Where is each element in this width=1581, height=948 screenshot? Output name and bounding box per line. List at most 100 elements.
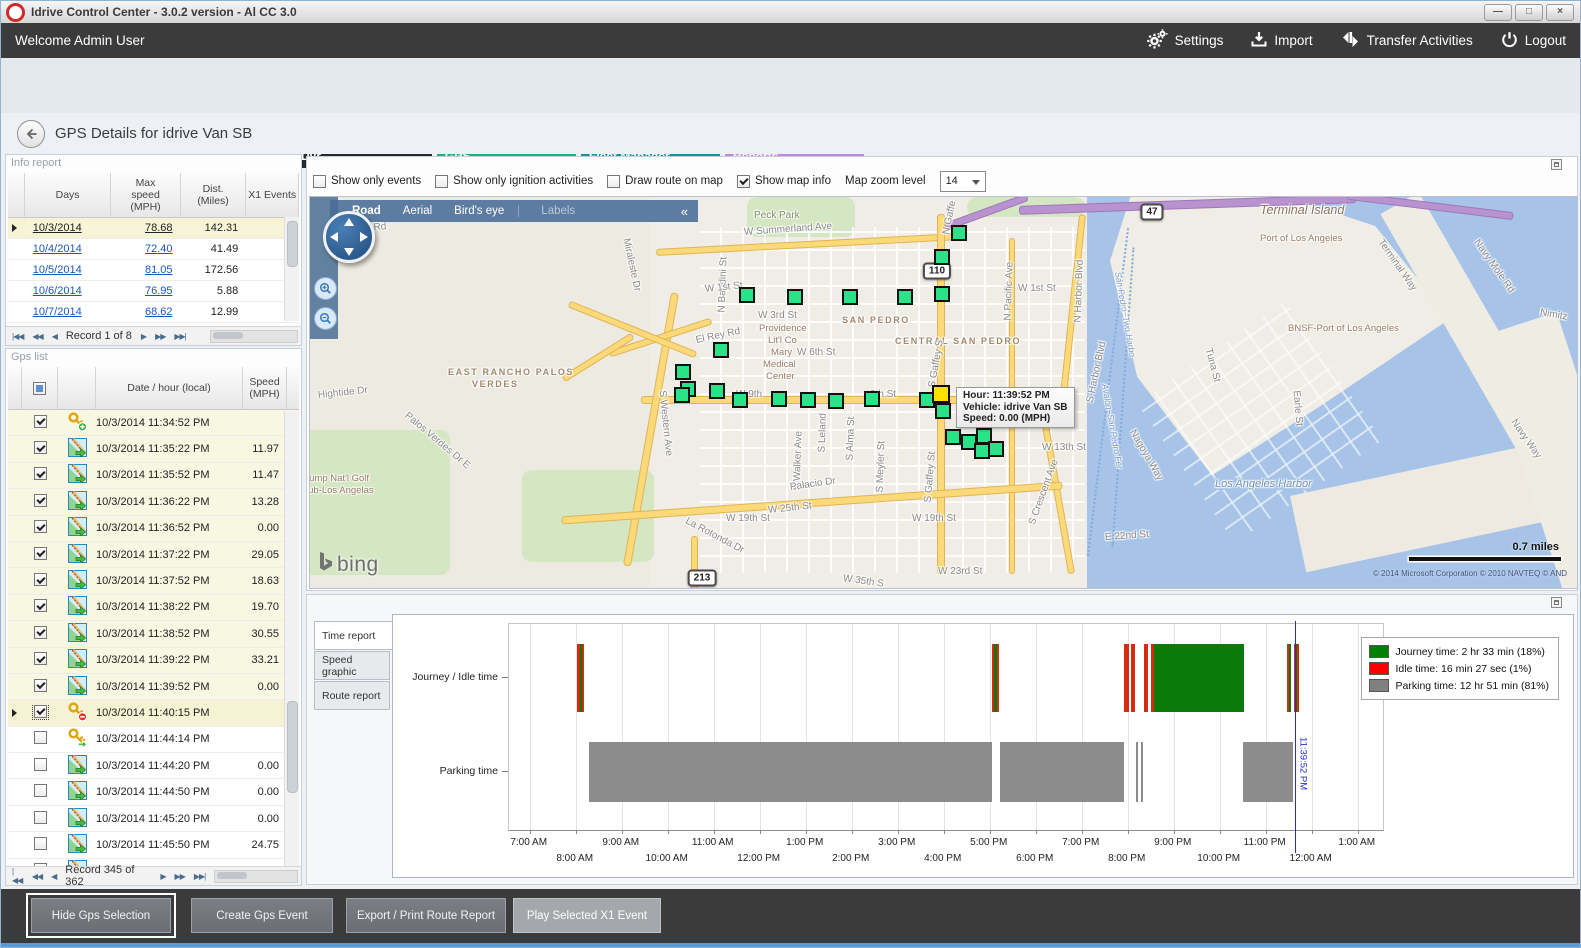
hide-gps-selection-button[interactable]: Hide Gps Selection	[26, 893, 176, 938]
logout-button[interactable]: Logout	[1501, 31, 1566, 51]
row-checkbox[interactable]	[33, 678, 47, 692]
row-checkbox[interactable]	[33, 493, 47, 507]
tab-speed-graphic[interactable]: Speed graphic	[314, 651, 390, 680]
settings-button[interactable]: Settings	[1146, 29, 1223, 52]
day-link[interactable]: 10/6/2014	[32, 285, 82, 297]
row-checkbox[interactable]	[33, 757, 47, 771]
max-speed-link[interactable]: 78.68	[144, 222, 173, 234]
pager-hscroll-thumb[interactable]	[213, 331, 243, 339]
row-checkbox[interactable]	[33, 546, 47, 560]
gps-list-row[interactable]: 10/3/2014 11:35:22 PM 11.97	[8, 436, 299, 463]
pager-nav-icon[interactable]: |◀◀	[12, 867, 23, 885]
day-link[interactable]: 10/7/2014	[32, 306, 82, 318]
gps-point-marker[interactable]	[842, 289, 858, 305]
map-option-checkbox[interactable]	[313, 174, 326, 188]
gps-list-row[interactable]: 10/3/2014 11:38:22 PM 19.70	[8, 594, 299, 622]
gps-point-marker[interactable]	[713, 342, 729, 358]
gps-list-row[interactable]: 10/3/2014 11:44:50 PM 0.00	[8, 779, 299, 806]
row-checkbox[interactable]	[33, 784, 47, 798]
row-checkbox[interactable]	[33, 652, 47, 666]
row-checkbox[interactable]	[33, 863, 47, 866]
map-view-bird-s-eye[interactable]: Bird's eye	[454, 205, 505, 217]
gps-list-row[interactable]: 10/3/2014 11:44:14 PM	[8, 726, 299, 754]
pager-nav-icon[interactable]: ▶▶	[174, 871, 186, 881]
gps-list-row[interactable]: 10/3/2014 11:37:52 PM 18.63	[8, 568, 299, 595]
gps-list-row[interactable]: 10/3/2014 11:37:22 PM 29.05	[8, 541, 299, 569]
pager-nav-icon[interactable]: ▶▶|	[174, 331, 186, 341]
pager-nav-icon[interactable]: ◀◀	[31, 871, 43, 881]
minimize-button[interactable]: —	[1484, 4, 1512, 21]
compass-west-icon[interactable]	[330, 232, 338, 242]
row-checkbox[interactable]	[33, 441, 47, 455]
chart-panel-maximize-button[interactable]	[1551, 597, 1562, 608]
gps-list-row[interactable]: 10/3/2014 11:45:50 PM 24.75	[8, 832, 299, 859]
maximize-button[interactable]: □	[1515, 4, 1543, 21]
pager-nav-icon[interactable]: ◀	[51, 331, 58, 341]
day-link[interactable]: 10/4/2014	[32, 243, 82, 255]
column-header-max[interactable]: Max speed (MPH)	[111, 173, 181, 217]
row-checkbox[interactable]	[33, 414, 47, 428]
compass-north-icon[interactable]	[344, 218, 354, 226]
pager-hscrollbar[interactable]	[214, 869, 298, 883]
column-header-days[interactable]: Days	[25, 173, 112, 217]
select-all-header[interactable]	[22, 367, 58, 409]
gps-point-marker[interactable]	[988, 441, 1004, 457]
tab-time-report[interactable]: Time report	[314, 621, 393, 650]
gps-list-row[interactable]: 10/3/2014 11:38:52 PM 30.55	[8, 621, 299, 648]
export-print-route-report-button[interactable]: Export / Print Route Report	[346, 898, 506, 933]
day-link[interactable]: 10/5/2014	[32, 264, 82, 276]
gps-point-marker[interactable]	[935, 403, 951, 419]
row-checkbox[interactable]	[31, 704, 49, 720]
back-button[interactable]	[17, 119, 45, 148]
gps-point-marker[interactable]	[771, 391, 787, 407]
pager-nav-icon[interactable]: ▶▶	[155, 331, 166, 341]
gps-point-marker[interactable]	[945, 429, 961, 445]
map-zoom-in-button[interactable]	[314, 277, 337, 300]
select-all-checkbox[interactable]	[33, 381, 46, 395]
map-view-aerial[interactable]: Aerial	[402, 205, 433, 217]
gps-list-row[interactable]: 10/3/2014 11:36:22 PM 13.28	[8, 489, 299, 516]
max-speed-link[interactable]: 81.05	[144, 264, 173, 276]
gps-list-row[interactable]: 10/3/2014 11:39:52 PM 0.00	[8, 673, 299, 701]
gps-list-row[interactable]: 10/3/2014 11:36:52 PM 0.00	[8, 515, 299, 542]
column-header-dist[interactable]: Dist. (Miles)	[181, 173, 247, 217]
gps-point-marker[interactable]	[674, 387, 690, 403]
column-header-speed[interactable]: Speed (MPH)	[243, 367, 287, 409]
gps-point-marker[interactable]	[897, 289, 913, 305]
gps-point-marker[interactable]	[934, 286, 950, 302]
pager-hscrollbar[interactable]	[210, 329, 298, 343]
pager-hscroll-thumb[interactable]	[217, 871, 248, 879]
gps-table-scrollbar[interactable]	[284, 411, 299, 866]
gps-point-marker[interactable]	[864, 391, 880, 407]
gps-point-marker[interactable]	[951, 225, 967, 241]
compass-south-icon[interactable]	[344, 248, 354, 256]
column-header-date-hour-local[interactable]: Date / hour (local)	[96, 367, 243, 409]
map-zoom-out-button[interactable]	[314, 307, 337, 330]
pager-nav-icon[interactable]: ◀	[51, 871, 57, 881]
row-checkbox[interactable]	[33, 599, 47, 613]
day-link[interactable]: 10/3/2014	[32, 222, 82, 234]
info-table-scrollbar[interactable]	[284, 217, 299, 321]
max-speed-link[interactable]: 72.40	[144, 243, 173, 255]
close-button[interactable]: ×	[1546, 4, 1574, 21]
pager-nav-icon[interactable]: |◀◀	[12, 331, 24, 341]
gps-list-row[interactable]: 10/3/2014 11:40:15 PM	[8, 700, 299, 727]
row-checkbox[interactable]	[33, 625, 47, 639]
map-option-checkbox[interactable]	[607, 174, 621, 188]
gps-point-marker[interactable]	[800, 392, 816, 408]
pager-nav-icon[interactable]: ◀◀	[32, 331, 43, 341]
map-compass-control[interactable]	[323, 211, 375, 263]
tab-route-report[interactable]: Route report	[314, 681, 390, 710]
pager-nav-icon[interactable]: ▶	[140, 331, 147, 341]
gps-point-marker[interactable]	[675, 364, 691, 380]
selected-gps-point-marker[interactable]	[932, 385, 950, 403]
compass-east-icon[interactable]	[360, 232, 368, 242]
column-header-x1-events[interactable]: X1 Events	[246, 173, 299, 217]
map-option-checkbox[interactable]	[736, 174, 750, 188]
row-checkbox[interactable]	[33, 836, 47, 850]
